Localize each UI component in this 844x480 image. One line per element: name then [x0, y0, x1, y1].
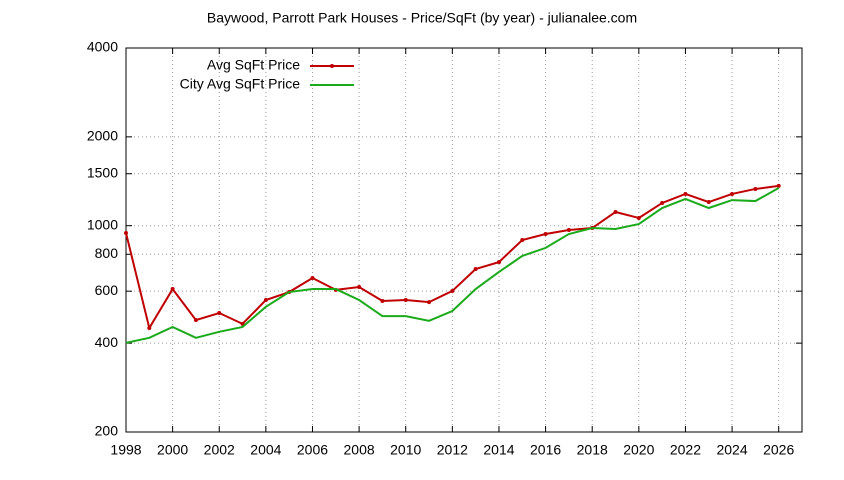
y-tick-label: 400	[95, 334, 119, 350]
x-tick-label: 2016	[530, 442, 561, 458]
point	[310, 275, 315, 280]
x-tick-label: 2002	[204, 442, 235, 458]
x-tick-label: 2000	[157, 442, 188, 458]
point	[473, 267, 478, 272]
y-tick-label: 200	[95, 423, 119, 439]
point	[566, 227, 571, 232]
point	[730, 191, 735, 196]
x-tick-label: 2026	[763, 442, 794, 458]
x-tick-label: 2008	[344, 442, 375, 458]
plot-frame	[125, 47, 803, 433]
x-tick-label: 2020	[623, 442, 654, 458]
point	[427, 300, 432, 305]
y-tick-label: 1500	[87, 164, 118, 180]
x-tick-label: 2004	[250, 442, 281, 458]
point	[753, 186, 758, 191]
y-tick-label: 4000	[87, 39, 118, 55]
point	[683, 191, 688, 196]
point	[613, 209, 618, 214]
point	[217, 311, 222, 316]
y-tick-label: 1000	[87, 216, 118, 232]
x-tick-label: 2012	[437, 442, 468, 458]
x-tick-label: 2022	[670, 442, 701, 458]
x-tick-label: 2018	[577, 442, 608, 458]
point	[636, 215, 641, 220]
y-tick-label: 800	[95, 245, 119, 261]
point	[450, 288, 455, 293]
y-tick-label: 600	[95, 282, 119, 298]
x-tick-label: 2006	[297, 442, 328, 458]
point	[543, 232, 548, 237]
x-tick-label: 2024	[716, 442, 747, 458]
point	[263, 298, 268, 303]
point	[147, 326, 152, 331]
legend-label: City Avg SqFt Price	[180, 76, 301, 92]
point	[706, 200, 711, 205]
legend-label: Avg SqFt Price	[207, 57, 300, 73]
point	[660, 200, 665, 205]
x-tick-label: 2010	[390, 442, 421, 458]
point	[357, 284, 362, 289]
chart-title: Baywood, Parrott Park Houses - Price/SqF…	[207, 10, 637, 26]
point	[380, 298, 385, 303]
x-tick-label: 1998	[110, 442, 141, 458]
point	[776, 183, 781, 188]
legend-marker	[330, 64, 334, 68]
point	[124, 230, 128, 235]
y-tick-label: 2000	[87, 128, 118, 144]
point	[403, 298, 408, 303]
point	[520, 238, 525, 243]
point	[170, 287, 175, 292]
point	[496, 260, 501, 265]
point	[193, 318, 198, 323]
series-line	[125, 187, 780, 344]
x-tick-label: 2014	[483, 442, 514, 458]
